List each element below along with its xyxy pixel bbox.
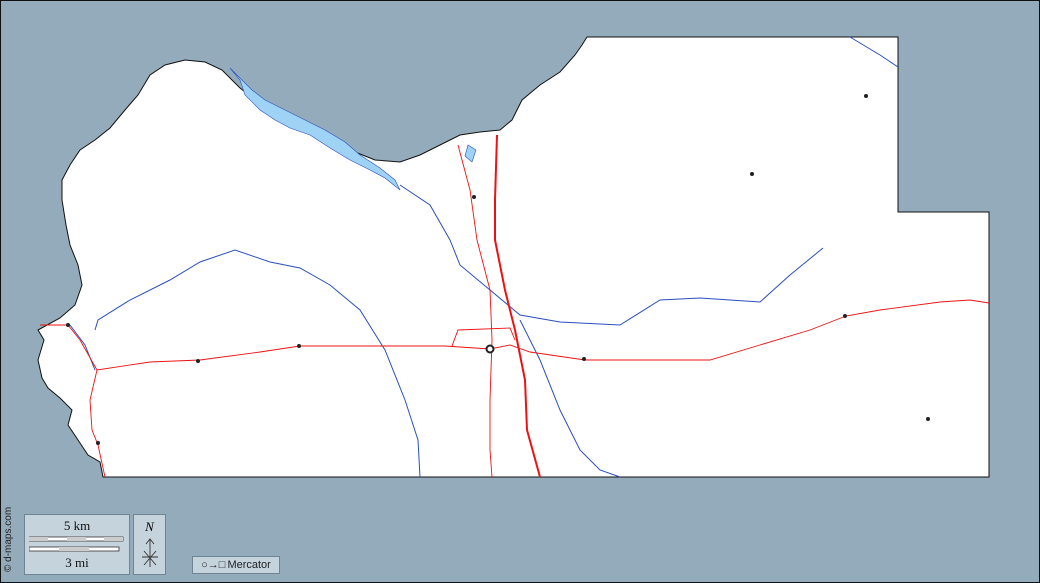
scale-imperial-label: 3 mi [65,555,89,570]
small-lake [464,144,477,163]
scale-bar-panel: 5 km 3 mi [24,514,130,575]
lake [229,67,401,191]
town-dot [926,417,930,421]
town-dot [843,314,847,318]
scale-metric-label: 5 km [63,518,91,533]
highway [494,134,541,478]
projection-box: ○→□ Mercator [192,556,280,574]
town-dot [750,172,754,176]
road [40,299,990,371]
north-arrow-panel: N [133,514,166,575]
town-dot [66,323,70,327]
capital-marker [485,344,495,354]
river [69,324,96,371]
north-arrow-icon [142,538,158,567]
towns [66,94,930,445]
credit-text: © d-maps.com [3,506,14,572]
town-dot [582,357,586,361]
river [399,184,824,326]
roads [40,134,990,478]
river [94,249,421,478]
scale-bars [29,536,124,552]
north-label: N [145,519,154,534]
town-dot [472,195,476,199]
road [89,369,106,478]
projection-label: Mercator [227,559,271,571]
town-dot [864,94,868,98]
circle-to-square-icon: ○→□ [201,559,226,571]
land-area [37,36,990,478]
town-dot [96,441,100,445]
road [457,144,493,478]
road [451,327,516,347]
river [849,36,899,68]
town-dot [196,359,200,363]
town-dot [297,344,301,348]
